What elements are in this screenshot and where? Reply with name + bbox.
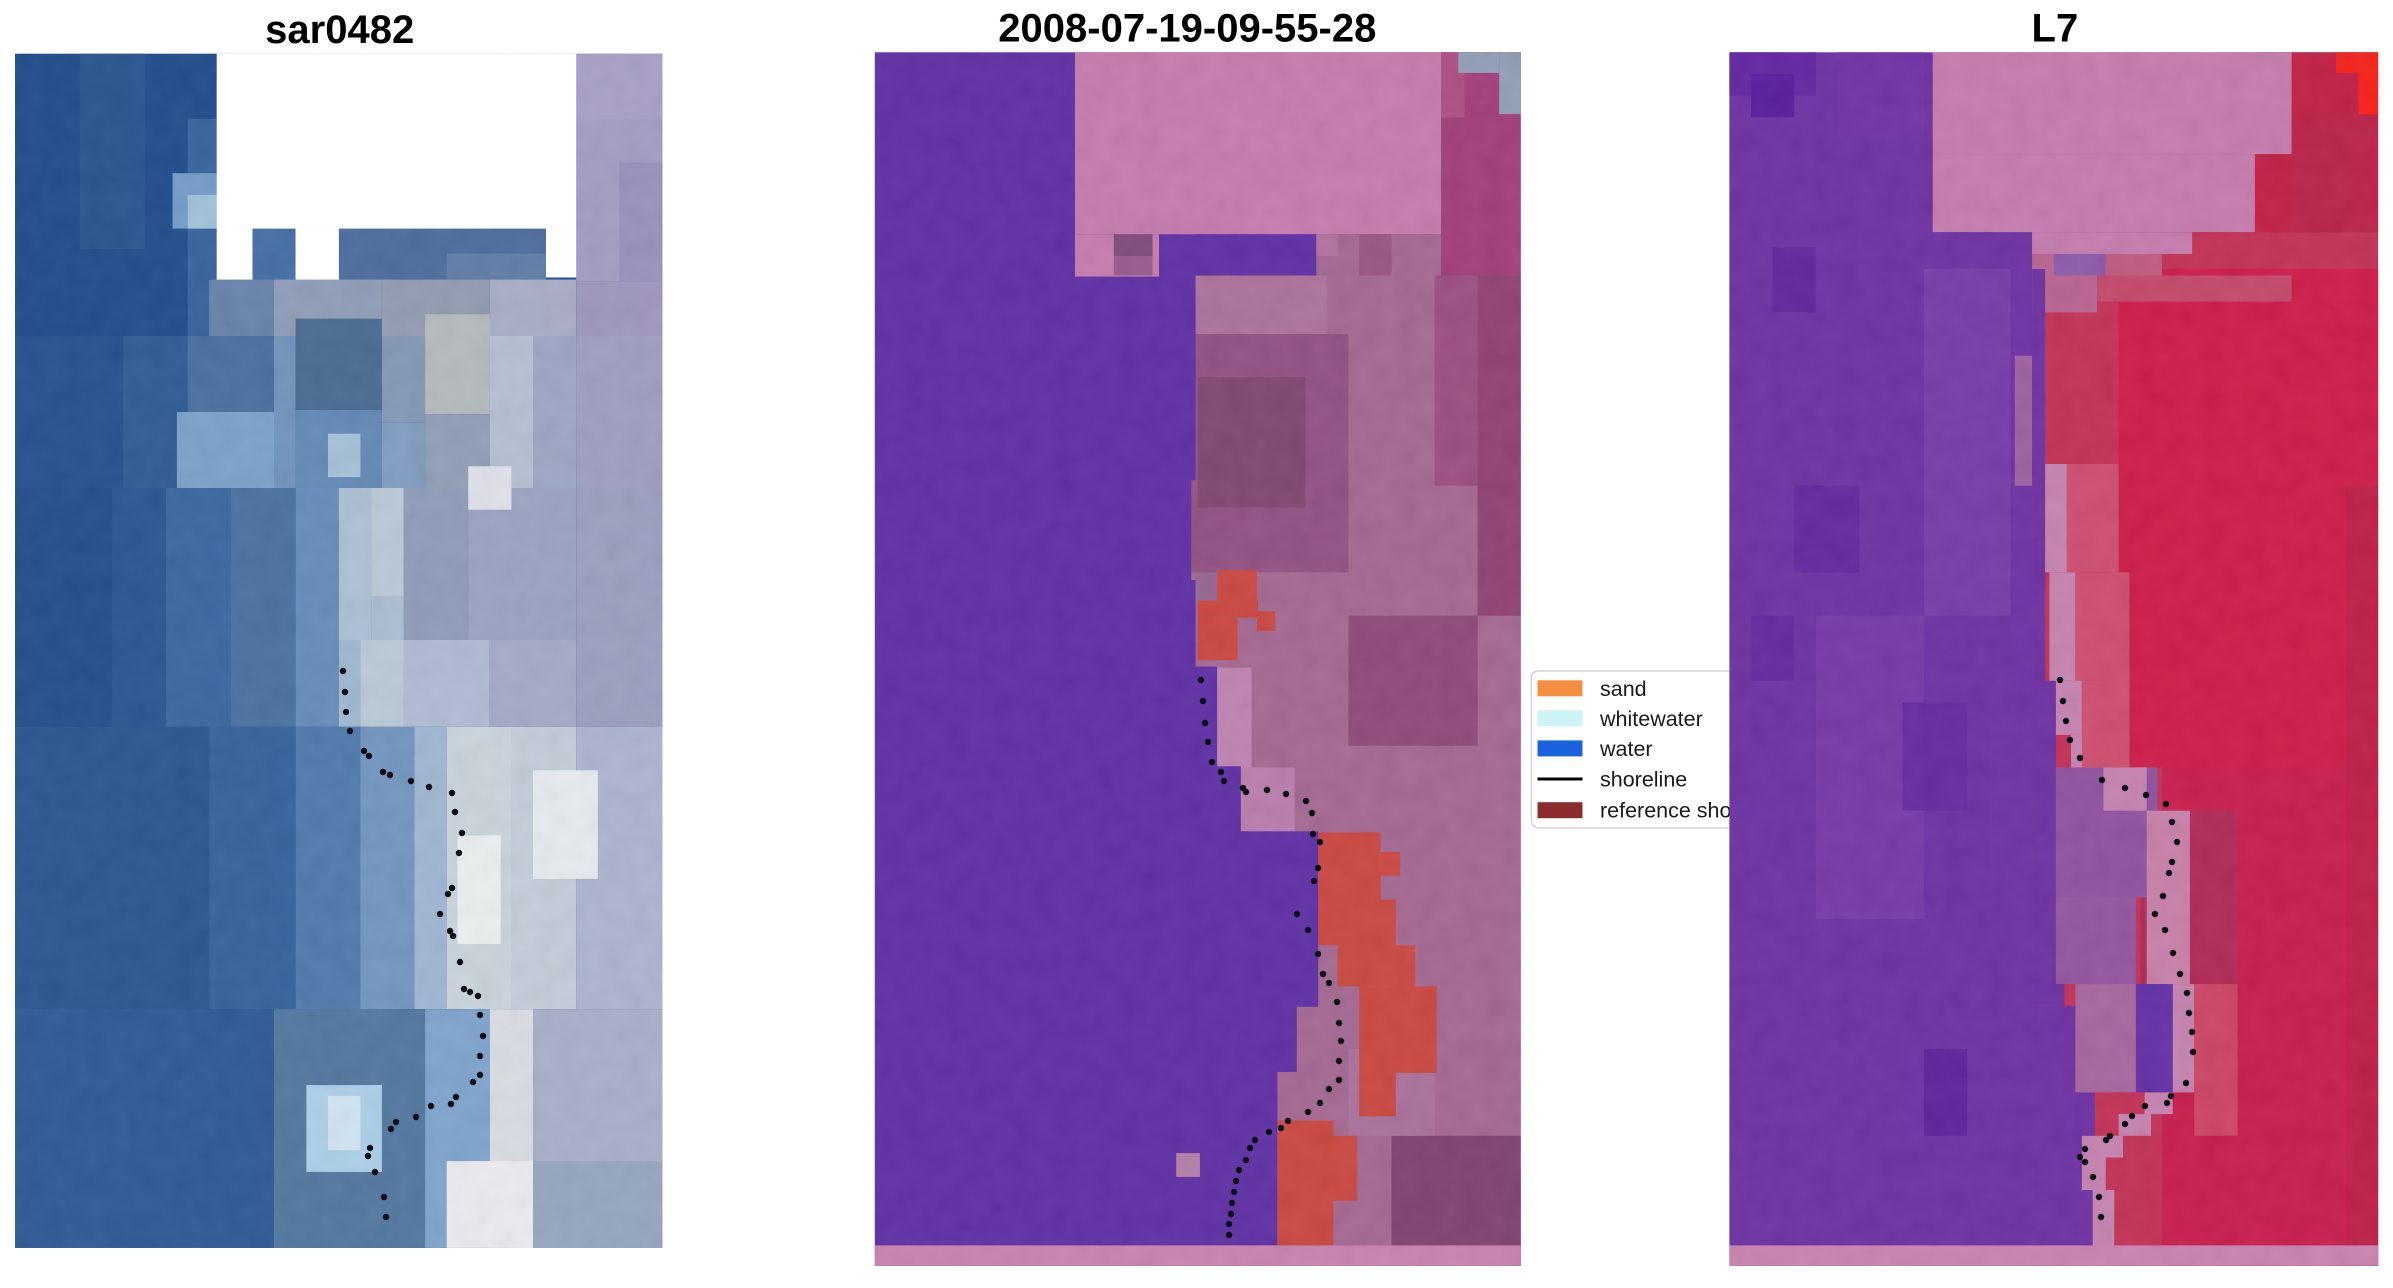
svg-text:whitewater: whitewater — [1599, 707, 1703, 731]
svg-text:L7: L7 — [2032, 7, 2079, 51]
svg-text:sand: sand — [1600, 677, 1647, 701]
svg-text:2008-07-19-09-55-28: 2008-07-19-09-55-28 — [998, 7, 1376, 51]
svg-text:shoreline: shoreline — [1600, 768, 1687, 792]
svg-text:water: water — [1599, 737, 1653, 761]
svg-text:sar0482: sar0482 — [265, 8, 414, 52]
